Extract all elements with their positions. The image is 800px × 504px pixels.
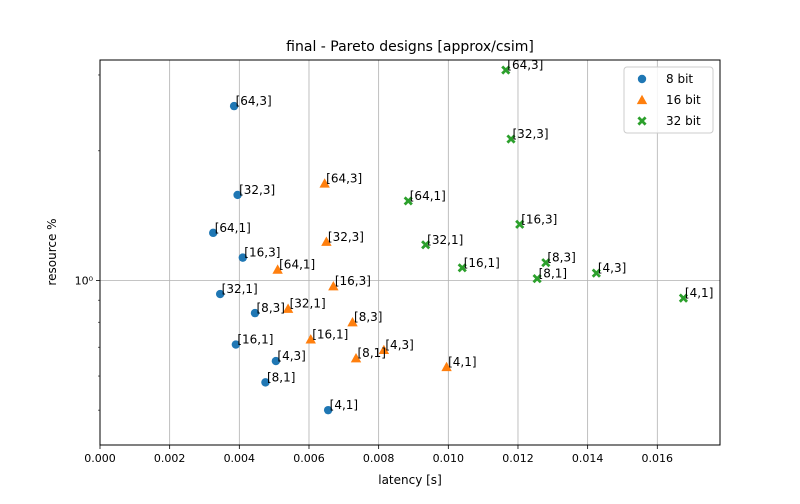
x-axis-label: latency [s] — [378, 473, 442, 487]
point-32-bit — [403, 196, 413, 206]
point-label-8-bit: [64,1] — [215, 221, 251, 235]
point-label-32-bit: [16,1] — [464, 256, 500, 270]
legend-marker-8-bit — [637, 74, 647, 84]
point-label-32-bit: [64,1] — [410, 189, 446, 203]
point-32-bit — [541, 258, 551, 268]
point-label-16-bit: [4,3] — [385, 338, 413, 352]
point-label-8-bit: [4,3] — [277, 349, 305, 363]
legend-label-32-bit: 32 bit — [666, 114, 701, 128]
point-32-bit-stroke — [532, 274, 542, 284]
point-label-8-bit: [16,3] — [244, 246, 280, 260]
point-label-16-bit: [32,3] — [328, 230, 364, 244]
point-label-32-bit: [64,3] — [507, 58, 543, 72]
point-label-16-bit: [64,3] — [326, 171, 362, 185]
point-8-bit — [229, 101, 239, 111]
point-label-16-bit: [4,1] — [448, 355, 476, 369]
legend-label-16-bit: 16 bit — [666, 93, 701, 107]
point-label-32-bit: [8,3] — [547, 251, 575, 265]
point-label-32-bit: [16,3] — [521, 212, 557, 226]
x-tick-label: 0.004 — [224, 452, 256, 465]
point-label-8-bit: [32,1] — [222, 282, 258, 296]
x-tick-label: 0.016 — [642, 452, 674, 465]
point-16-bit — [282, 303, 294, 313]
point-label-8-bit: [8,1] — [267, 370, 295, 384]
point-32-bit — [678, 293, 689, 303]
legend: 8 bit 16 bit 32 bit — [623, 66, 714, 134]
point-32-bit-stroke — [541, 258, 551, 268]
point-label-16-bit: [32,1] — [290, 297, 326, 311]
point-32-bit — [421, 240, 431, 250]
x-tick-label: 0.010 — [433, 452, 465, 465]
legend-marker-32-bit — [637, 116, 647, 126]
point-8-bit — [261, 378, 270, 387]
chart-title: final - Pareto designs [approx/csim] — [286, 39, 534, 55]
point-8-bit — [250, 308, 260, 318]
point-32-bit-stroke — [457, 263, 467, 273]
point-8-bit — [271, 356, 281, 366]
point-32-bit — [515, 219, 525, 229]
point-label-8-bit: [4,1] — [330, 398, 358, 412]
x-tick-label: 0.000 — [84, 452, 116, 465]
point-label-32-bit: [32,1] — [427, 233, 463, 247]
point-16-bit — [347, 317, 358, 327]
point-label-8-bit: [8,3] — [257, 301, 285, 315]
point-32-bit — [457, 263, 467, 273]
point-16-bit — [378, 344, 390, 355]
point-32-bit-stroke — [403, 196, 413, 206]
point-label-8-bit: [32,3] — [239, 183, 275, 197]
x-tick-label: 0.002 — [154, 452, 186, 465]
point-16-bit — [350, 353, 362, 363]
point-label-16-bit: [16,1] — [312, 327, 348, 341]
legend-marker-16-bit — [636, 94, 648, 105]
point-8-bit — [209, 228, 218, 238]
point-8-bit — [231, 340, 241, 349]
point-8-bit — [323, 405, 333, 415]
x-tick-label: 0.014 — [572, 452, 604, 465]
point-32-bit — [501, 65, 511, 75]
point-16-bit — [321, 236, 332, 246]
x-tick-label: 0.012 — [502, 452, 534, 465]
point-label-16-bit: [16,3] — [335, 274, 371, 288]
y-axis-label: resource % — [45, 218, 59, 285]
data-points — [209, 65, 689, 415]
point-32-bit-stroke — [515, 219, 525, 229]
point-32-bit-stroke — [591, 268, 601, 278]
x-tick-label: 0.008 — [363, 452, 395, 465]
point-label-16-bit: [64,1] — [279, 258, 315, 272]
point-labels: [64,3][32,3][64,1][16,3][32,1][8,3][16,1… — [215, 58, 714, 412]
point-label-32-bit: [32,3] — [513, 127, 549, 141]
point-16-bit — [319, 178, 330, 188]
point-32-bit — [532, 274, 542, 284]
x-axis-ticks: 0.000 0.002 0.004 0.006 0.008 0.010 0.012 0.014… — [84, 445, 673, 465]
point-16-bit — [441, 361, 452, 372]
legend-box — [623, 66, 714, 134]
point-label-32-bit: [4,3] — [598, 261, 626, 275]
point-32-bit — [506, 134, 516, 144]
y-axis-ticks: 10⁰ — [75, 74, 100, 411]
point-32-bit — [591, 268, 601, 278]
point-8-bit — [238, 253, 248, 262]
point-label-16-bit: [8,1] — [358, 346, 386, 360]
x-tick-label: 0.006 — [293, 452, 325, 465]
point-32-bit-stroke — [678, 293, 689, 303]
point-32-bit-stroke — [501, 65, 511, 75]
point-16-bit — [328, 280, 339, 291]
point-label-32-bit: [4,1] — [685, 286, 713, 300]
point-32-bit-stroke — [506, 134, 516, 144]
point-label-8-bit: [64,3] — [236, 94, 272, 108]
point-8-bit — [233, 190, 242, 200]
point-32-bit-stroke — [421, 240, 431, 250]
point-label-8-bit: [16,1] — [237, 333, 273, 347]
legend-marker-32-bit-stroke — [637, 116, 647, 126]
point-label-32-bit: [8,1] — [539, 267, 567, 281]
y-tick-label: 10⁰ — [75, 274, 94, 287]
point-16-bit — [272, 264, 283, 274]
legend-label-8-bit: 8 bit — [666, 72, 693, 86]
point-8-bit — [215, 289, 225, 299]
point-label-16-bit: [8,3] — [354, 310, 382, 324]
point-16-bit — [305, 334, 316, 344]
plot-frame — [99, 59, 721, 446]
